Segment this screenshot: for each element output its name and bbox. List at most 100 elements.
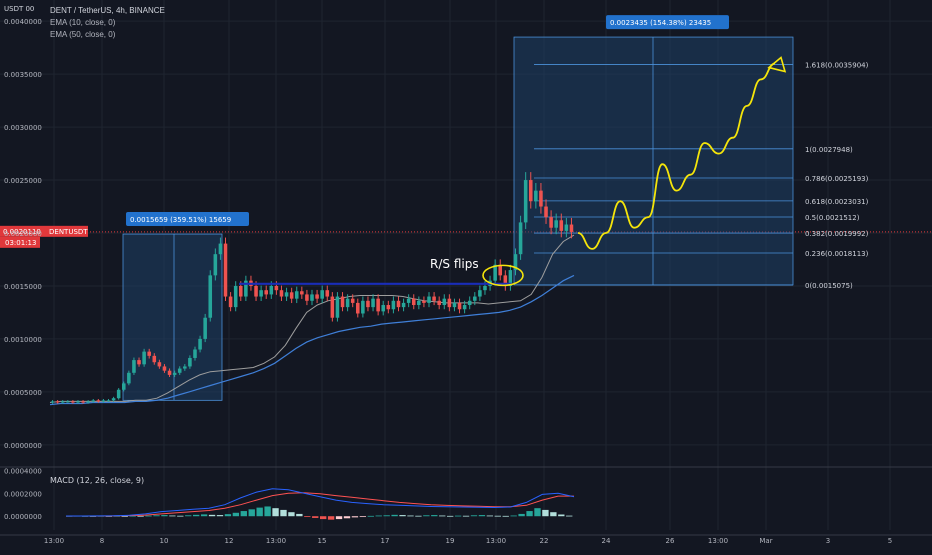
fib-label: 0(0.0015075) bbox=[805, 282, 853, 290]
candle-body bbox=[111, 398, 116, 401]
macd-histogram-bar bbox=[320, 516, 327, 520]
candle-body bbox=[518, 222, 523, 255]
y-tick-label: 0.0015000 bbox=[4, 283, 42, 291]
price-tag-value: 0.0020110 bbox=[3, 228, 41, 236]
macd-histogram-bar bbox=[462, 515, 470, 517]
candle-body bbox=[305, 294, 309, 301]
macd-histogram-bar bbox=[558, 514, 565, 517]
measure-label-bg bbox=[126, 212, 249, 227]
candle-body bbox=[447, 298, 452, 308]
ema10-line bbox=[49, 234, 575, 403]
candle-body bbox=[238, 285, 243, 297]
candle-body bbox=[406, 298, 411, 303]
candle-body bbox=[473, 296, 477, 301]
x-tick-label: 12 bbox=[225, 537, 234, 545]
macd-histogram-bar bbox=[486, 515, 494, 517]
projection-arrowhead bbox=[767, 56, 787, 73]
macd-histogram-bar bbox=[518, 513, 525, 517]
x-tick-label: 19 bbox=[446, 537, 455, 545]
candle-body bbox=[76, 401, 80, 403]
y-tick-label: 0.0040000 bbox=[4, 18, 42, 26]
y-tick-label: 0.0030000 bbox=[4, 124, 42, 132]
candle-body bbox=[315, 294, 319, 299]
candle-body bbox=[564, 224, 569, 231]
candle-body bbox=[503, 275, 508, 286]
candle-body bbox=[60, 401, 65, 403]
macd-histogram-bar bbox=[343, 516, 351, 519]
candle-body bbox=[279, 290, 284, 297]
candle-body bbox=[361, 300, 365, 314]
macd-histogram-bar bbox=[304, 516, 311, 518]
annotation-text: R/S flips bbox=[430, 257, 479, 271]
candle-body bbox=[432, 296, 436, 301]
macd-histogram-bar bbox=[399, 515, 406, 517]
x-tick-label: Mar bbox=[759, 537, 772, 545]
macd-title: MACD (12, 26, close, 9) bbox=[50, 476, 144, 485]
candle-body bbox=[137, 360, 141, 365]
macd-histogram-bar bbox=[510, 515, 517, 517]
candle-body bbox=[116, 389, 121, 399]
x-tick-label: 17 bbox=[381, 537, 390, 545]
candle-body bbox=[391, 300, 396, 310]
macd-histogram-bar bbox=[550, 512, 557, 517]
range-boxes[interactable]: 0.0015659 (359.51%) 15659 0.0023435 (154.… bbox=[122, 15, 794, 401]
macd-histogram-bar bbox=[137, 515, 144, 517]
macd-histogram-bar bbox=[335, 516, 343, 520]
candle-body bbox=[188, 357, 192, 367]
macd-histogram-bar bbox=[447, 515, 454, 517]
candle-body bbox=[294, 291, 299, 299]
macd-histogram-bar bbox=[296, 513, 303, 517]
candle-body bbox=[422, 300, 426, 303]
macd-histogram-bar bbox=[383, 515, 390, 517]
symbol-legend[interactable]: DENT / TetherUS, 4h, BINANCE bbox=[50, 6, 165, 15]
candle-body bbox=[101, 400, 106, 402]
macd-histogram-bar bbox=[494, 515, 501, 517]
measure-label: 0.0023435 (154.38%) 23435 bbox=[610, 19, 711, 27]
macd-histogram-bar bbox=[367, 515, 374, 517]
macd-histogram-bar bbox=[439, 515, 446, 517]
annotations[interactable]: R/S flips 0.0020110 DENTUSDT 03:01:13 bbox=[0, 56, 787, 287]
macd-histogram-bar bbox=[177, 515, 184, 517]
candle-body bbox=[534, 190, 538, 202]
y-tick-label: 0.0005000 bbox=[4, 389, 42, 397]
candle-body bbox=[208, 275, 213, 318]
candle-body bbox=[350, 298, 355, 303]
candle-body bbox=[66, 401, 70, 403]
macd-histogram-bar bbox=[129, 515, 136, 517]
y-tick-label: 0.0010000 bbox=[4, 336, 42, 344]
macd-histogram-bar bbox=[566, 515, 573, 517]
candle-body bbox=[121, 383, 126, 390]
candle-body bbox=[157, 362, 162, 367]
macd-histogram-bar bbox=[248, 509, 255, 517]
candle-body bbox=[152, 355, 157, 363]
ema50-line bbox=[49, 274, 575, 406]
x-tick-label: 3 bbox=[826, 537, 830, 545]
candle-body bbox=[478, 290, 482, 297]
candle-body bbox=[86, 401, 90, 403]
macd-histogram-bar bbox=[153, 515, 160, 517]
macd-histogram-bar bbox=[264, 506, 271, 517]
candle-body bbox=[452, 302, 457, 308]
measure-box bbox=[122, 233, 223, 401]
candle-body bbox=[127, 372, 131, 384]
candle-body bbox=[462, 305, 467, 310]
ema50-layer bbox=[49, 274, 575, 406]
measure-label: 0.0015659 (359.51%) 15659 bbox=[130, 216, 231, 224]
candle-body bbox=[411, 298, 416, 306]
fib-levels[interactable]: 1.618(0.0035904) 1(0.0027948) 0.786(0.0025… bbox=[534, 62, 869, 291]
ema50-legend[interactable]: EMA (50, close, 0) bbox=[50, 30, 116, 39]
candle-body bbox=[396, 300, 401, 308]
candle-body bbox=[274, 285, 279, 291]
candle-body bbox=[106, 400, 111, 402]
projection-path bbox=[577, 62, 776, 250]
candle-body bbox=[167, 370, 172, 375]
ema10-legend[interactable]: EMA (10, close, 0) bbox=[50, 18, 116, 27]
candle-body bbox=[55, 401, 60, 403]
macd-histogram-bar bbox=[478, 515, 486, 517]
x-tick-label: 24 bbox=[602, 537, 611, 545]
macd-histogram-bar bbox=[534, 508, 541, 517]
macd-line bbox=[66, 488, 575, 517]
fib-label: 0.618(0.0023031) bbox=[805, 198, 869, 206]
